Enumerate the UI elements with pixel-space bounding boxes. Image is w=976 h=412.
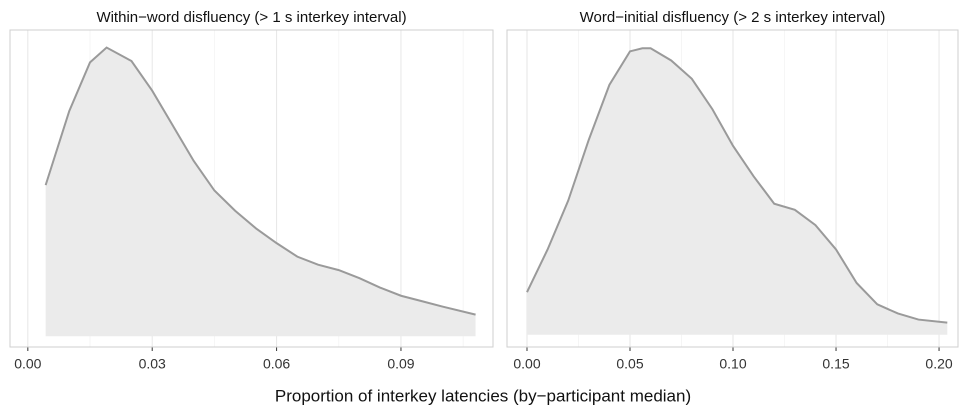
x-tick-label: 0.06 (263, 356, 290, 372)
x-axis-label: Proportion of interkey latencies (by−par… (275, 386, 691, 405)
x-tick-label: 0.15 (822, 356, 849, 372)
x-tick-label: 0.00 (14, 356, 41, 372)
panel-border (9, 29, 494, 348)
density-area (526, 48, 948, 335)
panel-title: Within−word disfluency (> 1 s interkey i… (96, 9, 406, 26)
x-tick-label: 0.20 (925, 356, 952, 372)
x-tick-label: 0.09 (387, 356, 414, 372)
panel-border (506, 29, 959, 348)
density-line (526, 47, 948, 324)
x-tick-label: 0.10 (719, 356, 746, 372)
density-line (44, 46, 476, 316)
x-tick-label: 0.05 (616, 356, 643, 372)
panel-title: Word−initial disfluency (> 2 s interkey … (580, 9, 886, 26)
x-tick-label: 0.00 (513, 356, 540, 372)
density-area (45, 47, 476, 337)
x-tick-label: 0.03 (139, 356, 166, 372)
